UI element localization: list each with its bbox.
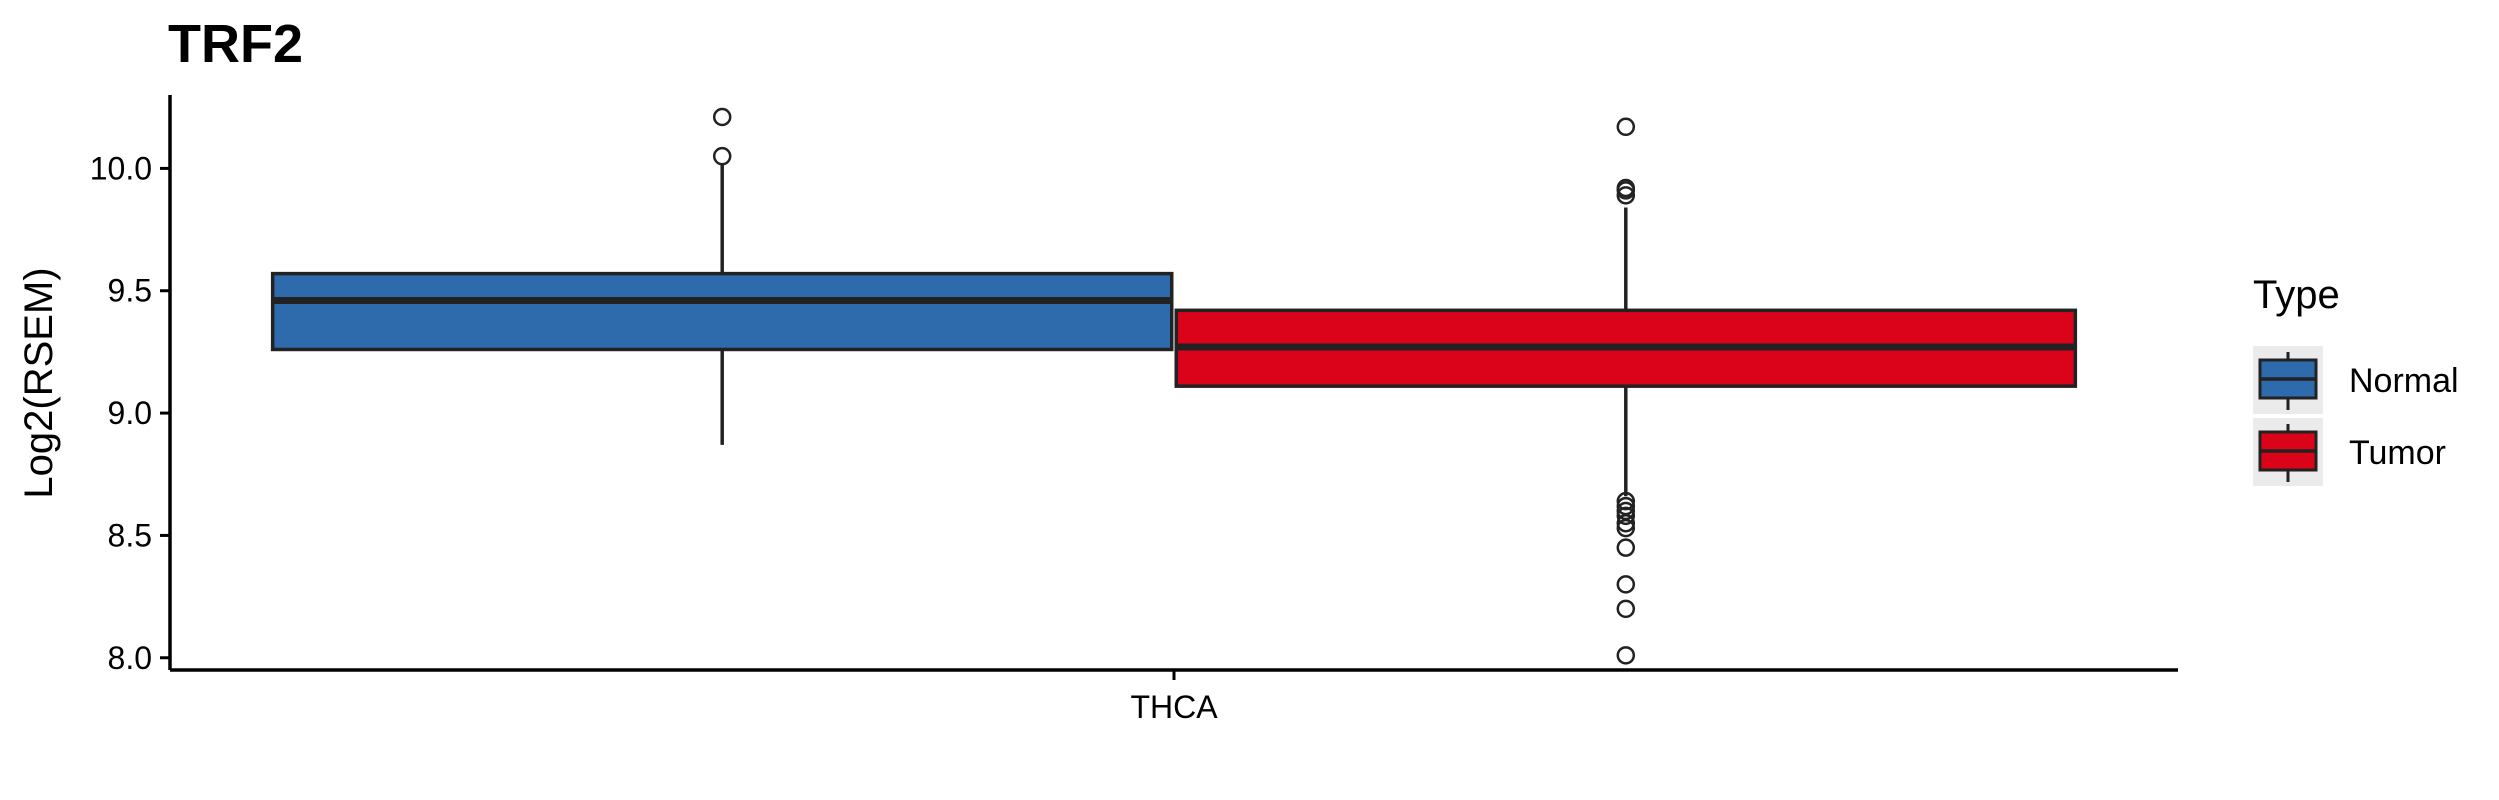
outlier-point bbox=[1616, 575, 1636, 594]
outlier-point bbox=[1616, 513, 1636, 533]
outlier-point bbox=[1616, 117, 1636, 137]
axes: 8.0 8.5 9.0 9.5 10.0 THCA bbox=[90, 95, 2178, 725]
outlier-point bbox=[1616, 506, 1636, 526]
x-tick-label: THCA bbox=[1130, 689, 1218, 725]
outlier-point bbox=[1616, 491, 1636, 511]
outlier-point bbox=[1616, 518, 1636, 538]
legend-title: Type bbox=[2253, 273, 2340, 317]
legend: Type Normal Tumor bbox=[2253, 273, 2459, 486]
chart-title: TRF2 bbox=[168, 14, 303, 74]
y-axis-title: Log2(RSEM) bbox=[17, 267, 61, 498]
legend-item-tumor: Tumor bbox=[2253, 418, 2446, 486]
outlier-point bbox=[1616, 186, 1636, 205]
outlier-point bbox=[712, 146, 732, 166]
y-tick-label: 9.5 bbox=[108, 273, 152, 309]
boxes bbox=[270, 107, 2078, 665]
y-tick-label: 8.0 bbox=[108, 640, 152, 676]
outlier-point bbox=[712, 107, 732, 127]
legend-label: Normal bbox=[2349, 362, 2459, 400]
outlier-point bbox=[1616, 538, 1636, 557]
box-tumor bbox=[1174, 117, 2078, 665]
y-tick-label: 8.5 bbox=[108, 517, 152, 553]
box-body bbox=[270, 271, 1174, 352]
outlier-point bbox=[1616, 646, 1636, 665]
y-tick-label: 9.0 bbox=[108, 395, 152, 431]
box-normal bbox=[270, 107, 1174, 445]
y-tick-label: 10.0 bbox=[90, 150, 152, 186]
legend-label: Tumor bbox=[2349, 434, 2446, 472]
outlier-point bbox=[1616, 181, 1636, 200]
legend-item-normal: Normal bbox=[2253, 346, 2459, 414]
outlier-point bbox=[1616, 599, 1636, 619]
